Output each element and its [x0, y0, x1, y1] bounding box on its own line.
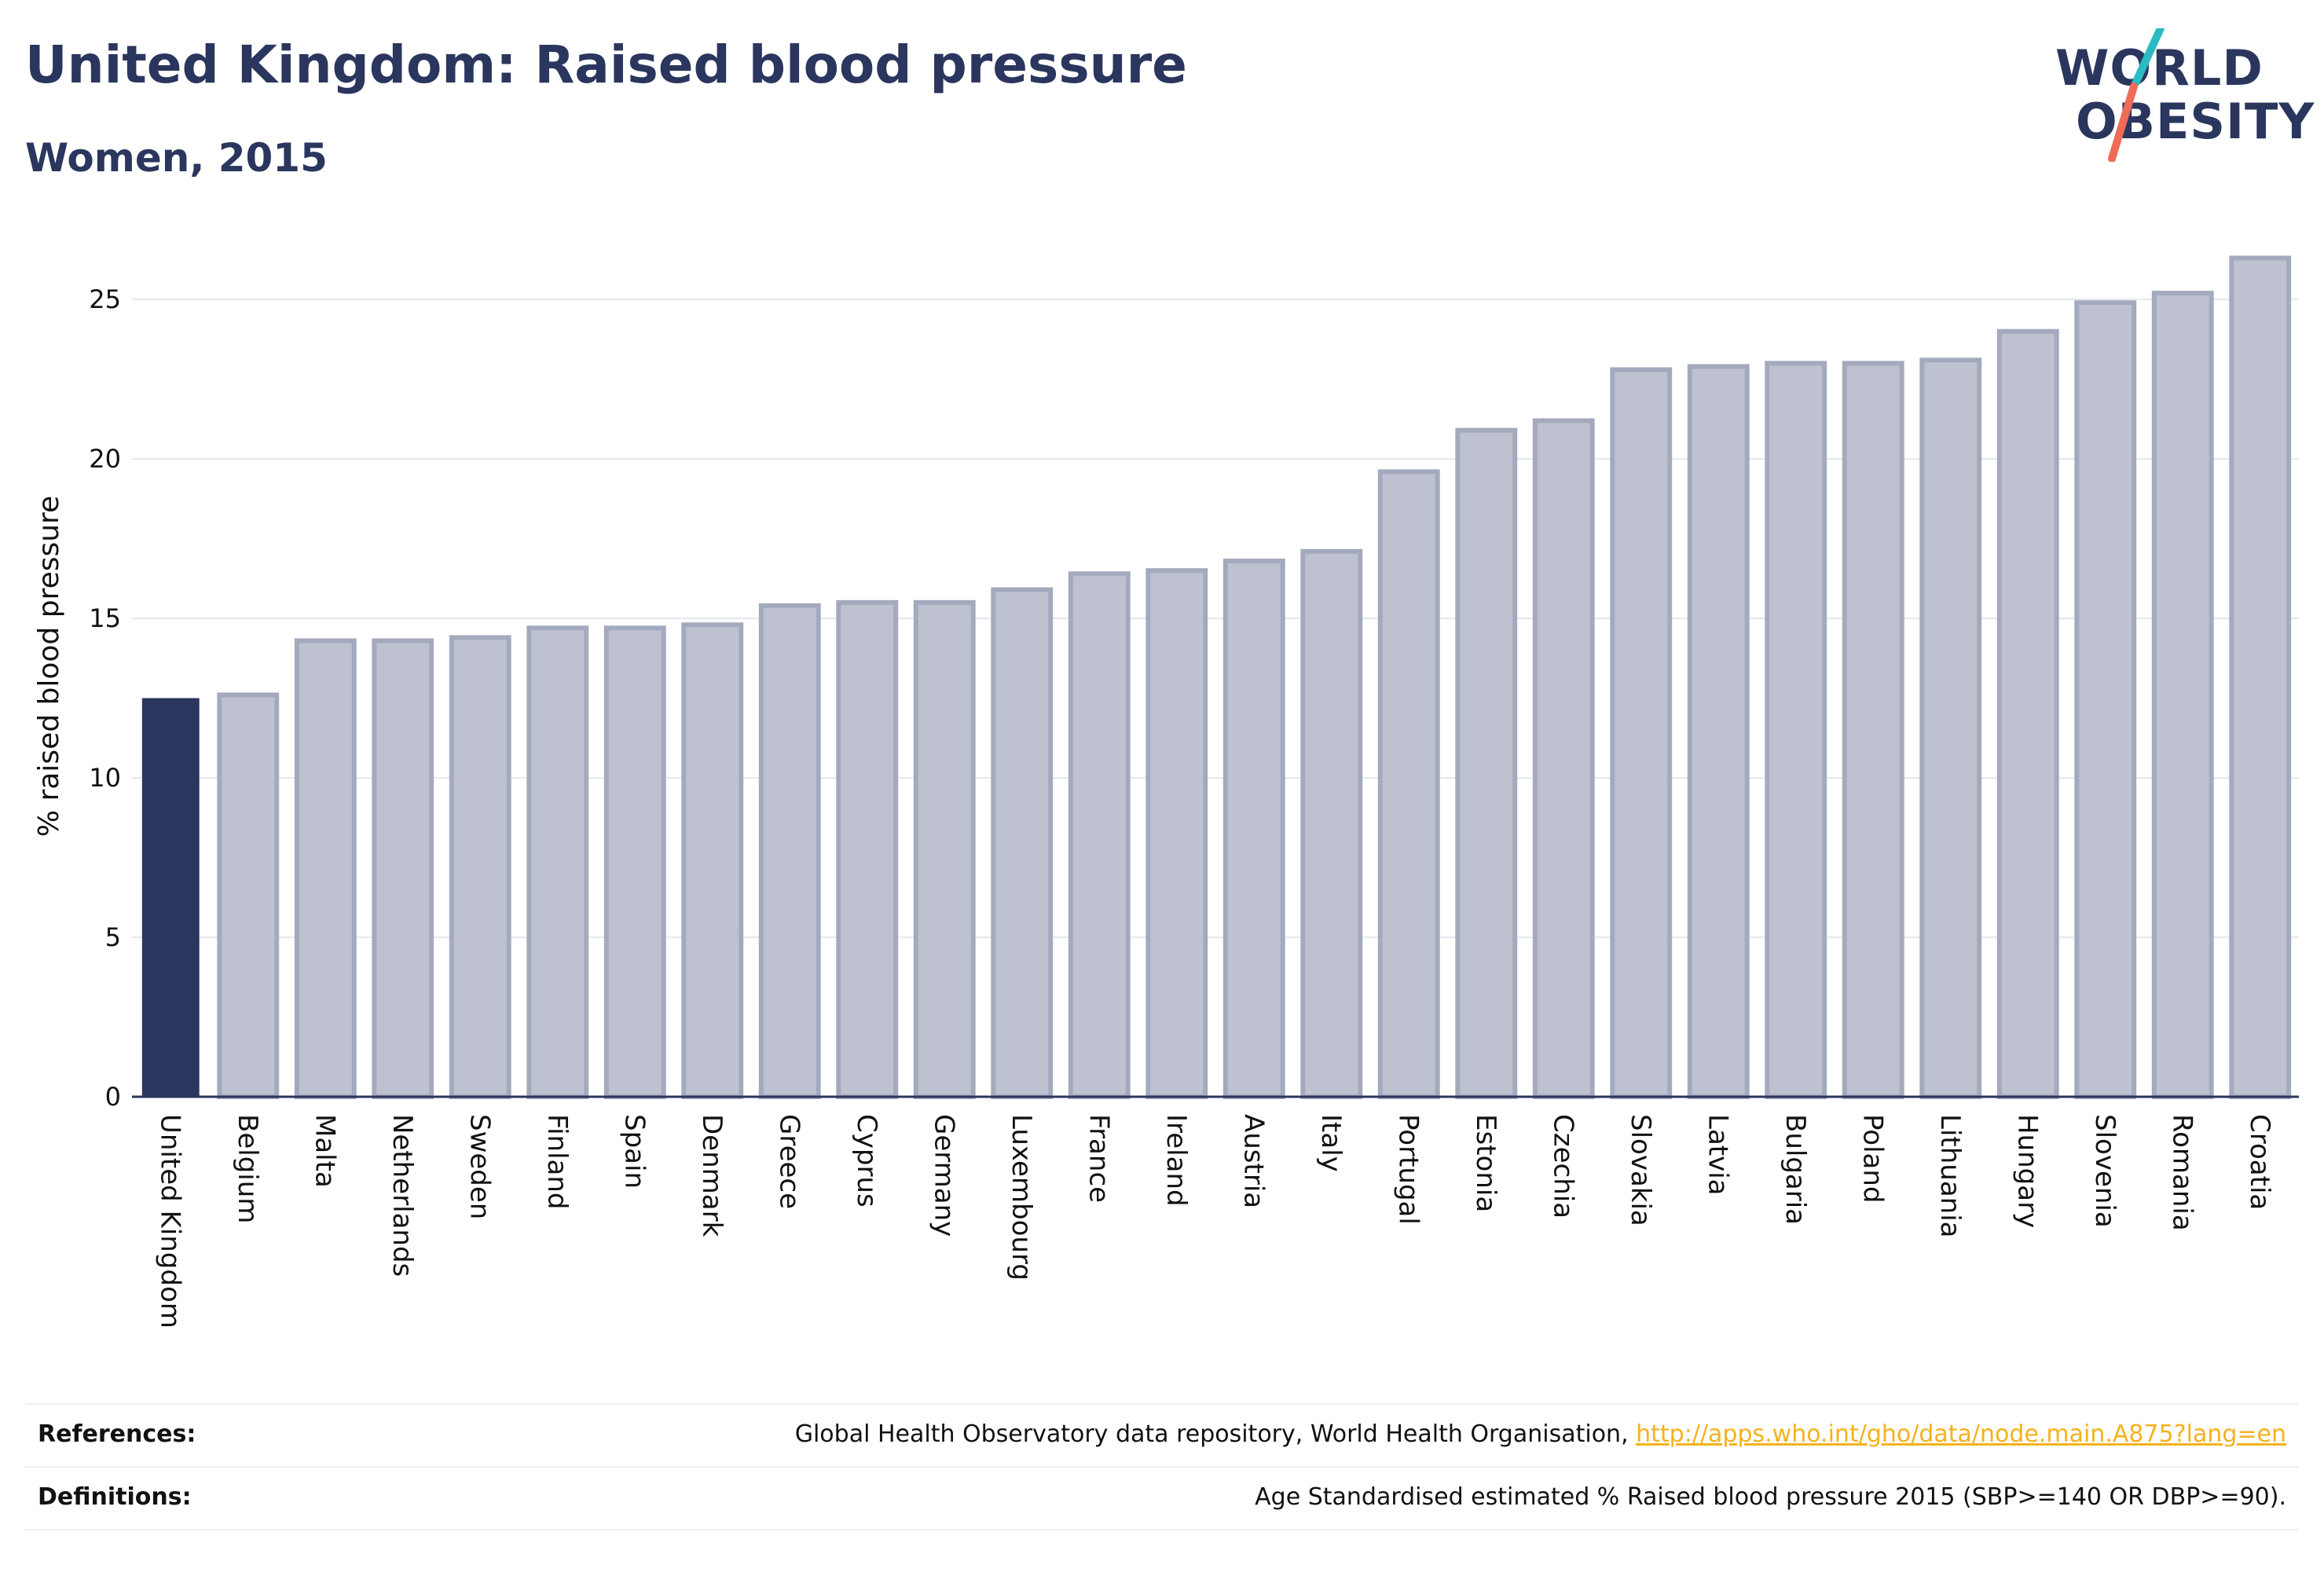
bar — [1455, 427, 1518, 1099]
x-tick-label: Greece — [773, 1114, 805, 1209]
footer-divider — [25, 1529, 2299, 1530]
bar-chart: 0 5 10 15 20 25 % raised blood pressure United … — [33, 255, 2299, 1329]
bar — [1222, 559, 1285, 1099]
x-tick-label: Germany — [928, 1114, 959, 1237]
references-row: References: Global Health Observatory da… — [25, 1403, 2299, 1464]
bar — [1532, 418, 1595, 1100]
x-tick-label: Luxembourg — [1006, 1114, 1037, 1281]
y-axis-label: % raised blood pressure — [33, 496, 65, 837]
bar — [1377, 469, 1440, 1099]
x-tick-label: Portugal — [1392, 1114, 1424, 1225]
chart-title: United Kingdom: Raised blood pressure — [25, 35, 1187, 95]
y-tick-label: 10 — [89, 763, 121, 793]
x-tick-label: Finland — [541, 1114, 573, 1210]
x-tick-label: Italy — [1315, 1114, 1347, 1172]
bar — [449, 635, 511, 1099]
x-tick-label: Lithuania — [1934, 1114, 1966, 1237]
chart-subtitle: Women, 2015 — [25, 135, 328, 181]
references-link[interactable]: http://apps.who.int/gho/data/node.main.A… — [1636, 1420, 2286, 1448]
bar — [1687, 364, 1750, 1099]
x-tick-label: Latvia — [1702, 1114, 1733, 1196]
bar — [913, 599, 976, 1099]
y-tick-label: 25 — [89, 284, 121, 314]
bar — [1765, 361, 1827, 1100]
x-tick-label: Croatia — [2244, 1114, 2275, 1210]
x-tick-label: Malta — [309, 1114, 340, 1188]
y-tick-label: 15 — [89, 603, 121, 633]
x-tick-label: Romania — [2166, 1114, 2198, 1231]
bar — [991, 587, 1054, 1100]
x-tick-label: Ireland — [1160, 1114, 1192, 1207]
bar — [372, 638, 434, 1099]
definitions-label: Definitions: — [38, 1483, 192, 1511]
definitions-value: Age Standardised estimated % Raised bloo… — [1255, 1483, 2286, 1511]
bar — [1146, 568, 1208, 1099]
x-tick-label: France — [1083, 1114, 1114, 1203]
x-tick-label: Denmark — [696, 1114, 728, 1237]
x-tick-label: Czechia — [1547, 1114, 1578, 1219]
x-tick-label: Spain — [618, 1114, 650, 1189]
bar — [1610, 367, 1673, 1099]
bar — [141, 698, 200, 1097]
bar — [217, 692, 280, 1099]
logo-slash-icon — [2108, 28, 2165, 162]
x-tick-label: Hungary — [2011, 1114, 2043, 1228]
references-text: Global Health Observatory data repositor… — [794, 1420, 1637, 1448]
x-tick-label: Austria — [1237, 1114, 1269, 1208]
bar — [681, 622, 744, 1099]
world-obesity-logo: WORLD OBESITY — [2043, 28, 2314, 162]
bar — [603, 625, 666, 1099]
x-tick-label: Poland — [1857, 1114, 1888, 1204]
bar — [526, 625, 589, 1099]
bar — [1996, 328, 2059, 1099]
x-tick-label: Sweden — [464, 1114, 495, 1219]
y-tick-label: 20 — [89, 444, 121, 474]
x-tick-label: United Kingdom — [154, 1114, 185, 1329]
references-value: Global Health Observatory data repositor… — [795, 1420, 2286, 1448]
bar — [1068, 571, 1131, 1099]
bar — [2229, 255, 2292, 1100]
y-tick-label: 5 — [105, 922, 121, 952]
bar — [294, 638, 357, 1099]
x-tick-label: Belgium — [232, 1114, 263, 1223]
bar — [758, 603, 821, 1099]
y-tick-label: 0 — [105, 1082, 121, 1112]
definitions-row: Definitions: Age Standardised estimated … — [25, 1466, 2299, 1527]
references-label: References: — [38, 1420, 196, 1448]
bar — [1919, 357, 1982, 1100]
x-tick-label: Slovenia — [2089, 1114, 2121, 1228]
x-tick-label: Cyprus — [851, 1114, 882, 1208]
bar — [2074, 300, 2137, 1099]
x-tick-label: Netherlands — [387, 1114, 418, 1277]
x-tick-label: Estonia — [1470, 1114, 1501, 1212]
bar — [1300, 548, 1363, 1100]
bar — [836, 599, 899, 1099]
x-tick-label: Bulgaria — [1780, 1114, 1811, 1225]
bar — [2151, 291, 2214, 1100]
x-tick-label: Slovakia — [1625, 1114, 1656, 1226]
bar — [1842, 361, 1904, 1100]
logo-line-1: WORLD — [2055, 39, 2264, 97]
